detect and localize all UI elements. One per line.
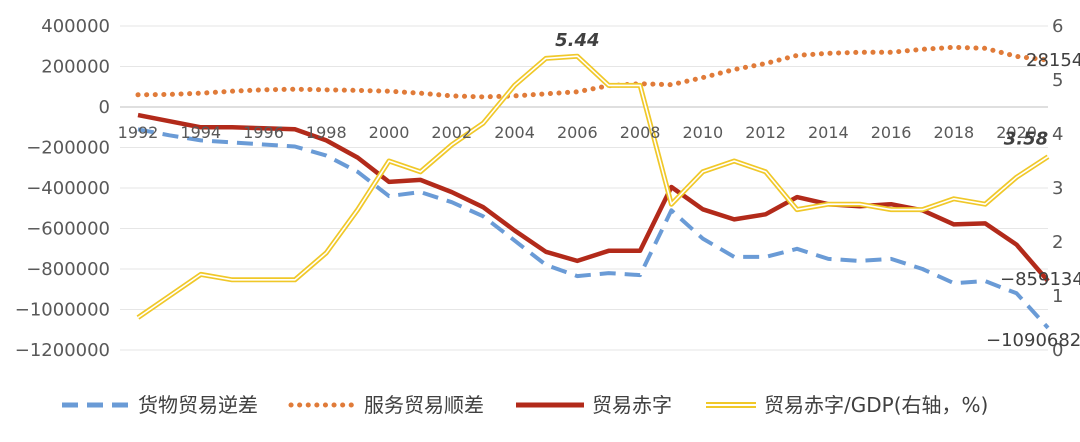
x-tick-label: 2018	[934, 123, 975, 142]
left-tick-label: 0	[99, 97, 110, 118]
data-label: −1090682	[986, 330, 1080, 351]
right-tick-label: 5	[1052, 70, 1063, 91]
x-tick-label: 2020	[996, 123, 1037, 142]
left-tick-label: −600000	[26, 219, 110, 240]
legend-item: 服务贸易顺差	[288, 393, 484, 417]
data-annotations: 5.44 3.58 281548 −859134 −1090682	[555, 30, 1080, 351]
right-tick-label: 2	[1052, 232, 1063, 253]
left-tick-label: 400000	[41, 16, 110, 37]
left-tick-label: 200000	[41, 57, 110, 78]
data-label: −859134	[1000, 269, 1080, 290]
x-tick-label: 2012	[745, 123, 786, 142]
series-line-goods-deficit	[137, 127, 1050, 330]
x-tick-label: 1998	[306, 123, 347, 142]
left-tick-label: −400000	[26, 178, 110, 199]
left-tick-label: −800000	[26, 259, 110, 280]
legend-label: 贸易赤字	[592, 393, 672, 417]
legend-item: 货物贸易逆差	[62, 393, 258, 417]
legend-label: 贸易赤字/GDP(右轴，%)	[764, 393, 988, 417]
legend: 货物贸易逆差 服务贸易顺差 贸易赤字 贸易赤字/GDP(右轴，%)	[62, 393, 988, 417]
x-tick-label: 2016	[871, 123, 912, 142]
right-tick-label: 3	[1052, 178, 1063, 199]
left-axis-ticks: 400000 200000 0 −200000 −400000 −600000 −80000…	[15, 16, 110, 361]
x-tick-label: 1996	[243, 123, 284, 142]
x-tick-label: 2010	[682, 123, 723, 142]
left-tick-label: −1200000	[15, 340, 110, 361]
x-tick-label: 2000	[369, 123, 410, 142]
series-lines	[135, 44, 1051, 330]
x-tick-label: 1992	[118, 123, 159, 142]
series-line-deficit-gdp-inner	[137, 55, 1049, 319]
right-tick-label: 4	[1052, 124, 1063, 145]
x-tick-label: 2002	[431, 123, 472, 142]
x-tick-label: 2004	[494, 123, 535, 142]
legend-item: 贸易赤字/GDP(右轴，%)	[706, 393, 988, 417]
series-line-deficit-gdp-outer	[136, 53, 1050, 320]
x-tick-label: 2008	[620, 123, 661, 142]
legend-label: 服务贸易顺差	[364, 393, 484, 417]
x-tick-label: 2014	[808, 123, 849, 142]
data-label: 281548	[1026, 50, 1080, 71]
left-tick-label: −200000	[26, 138, 110, 159]
legend-item: 贸易赤字	[516, 393, 672, 417]
left-tick-label: −1000000	[15, 300, 110, 321]
right-tick-label: 6	[1052, 16, 1063, 37]
x-tick-label: 1994	[180, 123, 221, 142]
right-tick-label: 1	[1052, 286, 1063, 307]
series-line-services-surplus	[135, 44, 1051, 100]
data-label: 3.58	[1004, 129, 1048, 150]
gridlines	[120, 25, 1048, 351]
legend-label: 货物贸易逆差	[138, 393, 258, 417]
right-tick-label: 0	[1052, 340, 1063, 361]
right-axis-ticks: 6 5 4 3 2 1 0	[1052, 16, 1063, 361]
x-tick-label: 2006	[557, 123, 598, 142]
x-axis-ticks: 1992 1994 1996 1998 2000 2002 2004 2006 2008 2010…	[118, 123, 1037, 142]
series-line-trade-deficit	[137, 112, 1050, 283]
data-label: 5.44	[555, 30, 599, 51]
